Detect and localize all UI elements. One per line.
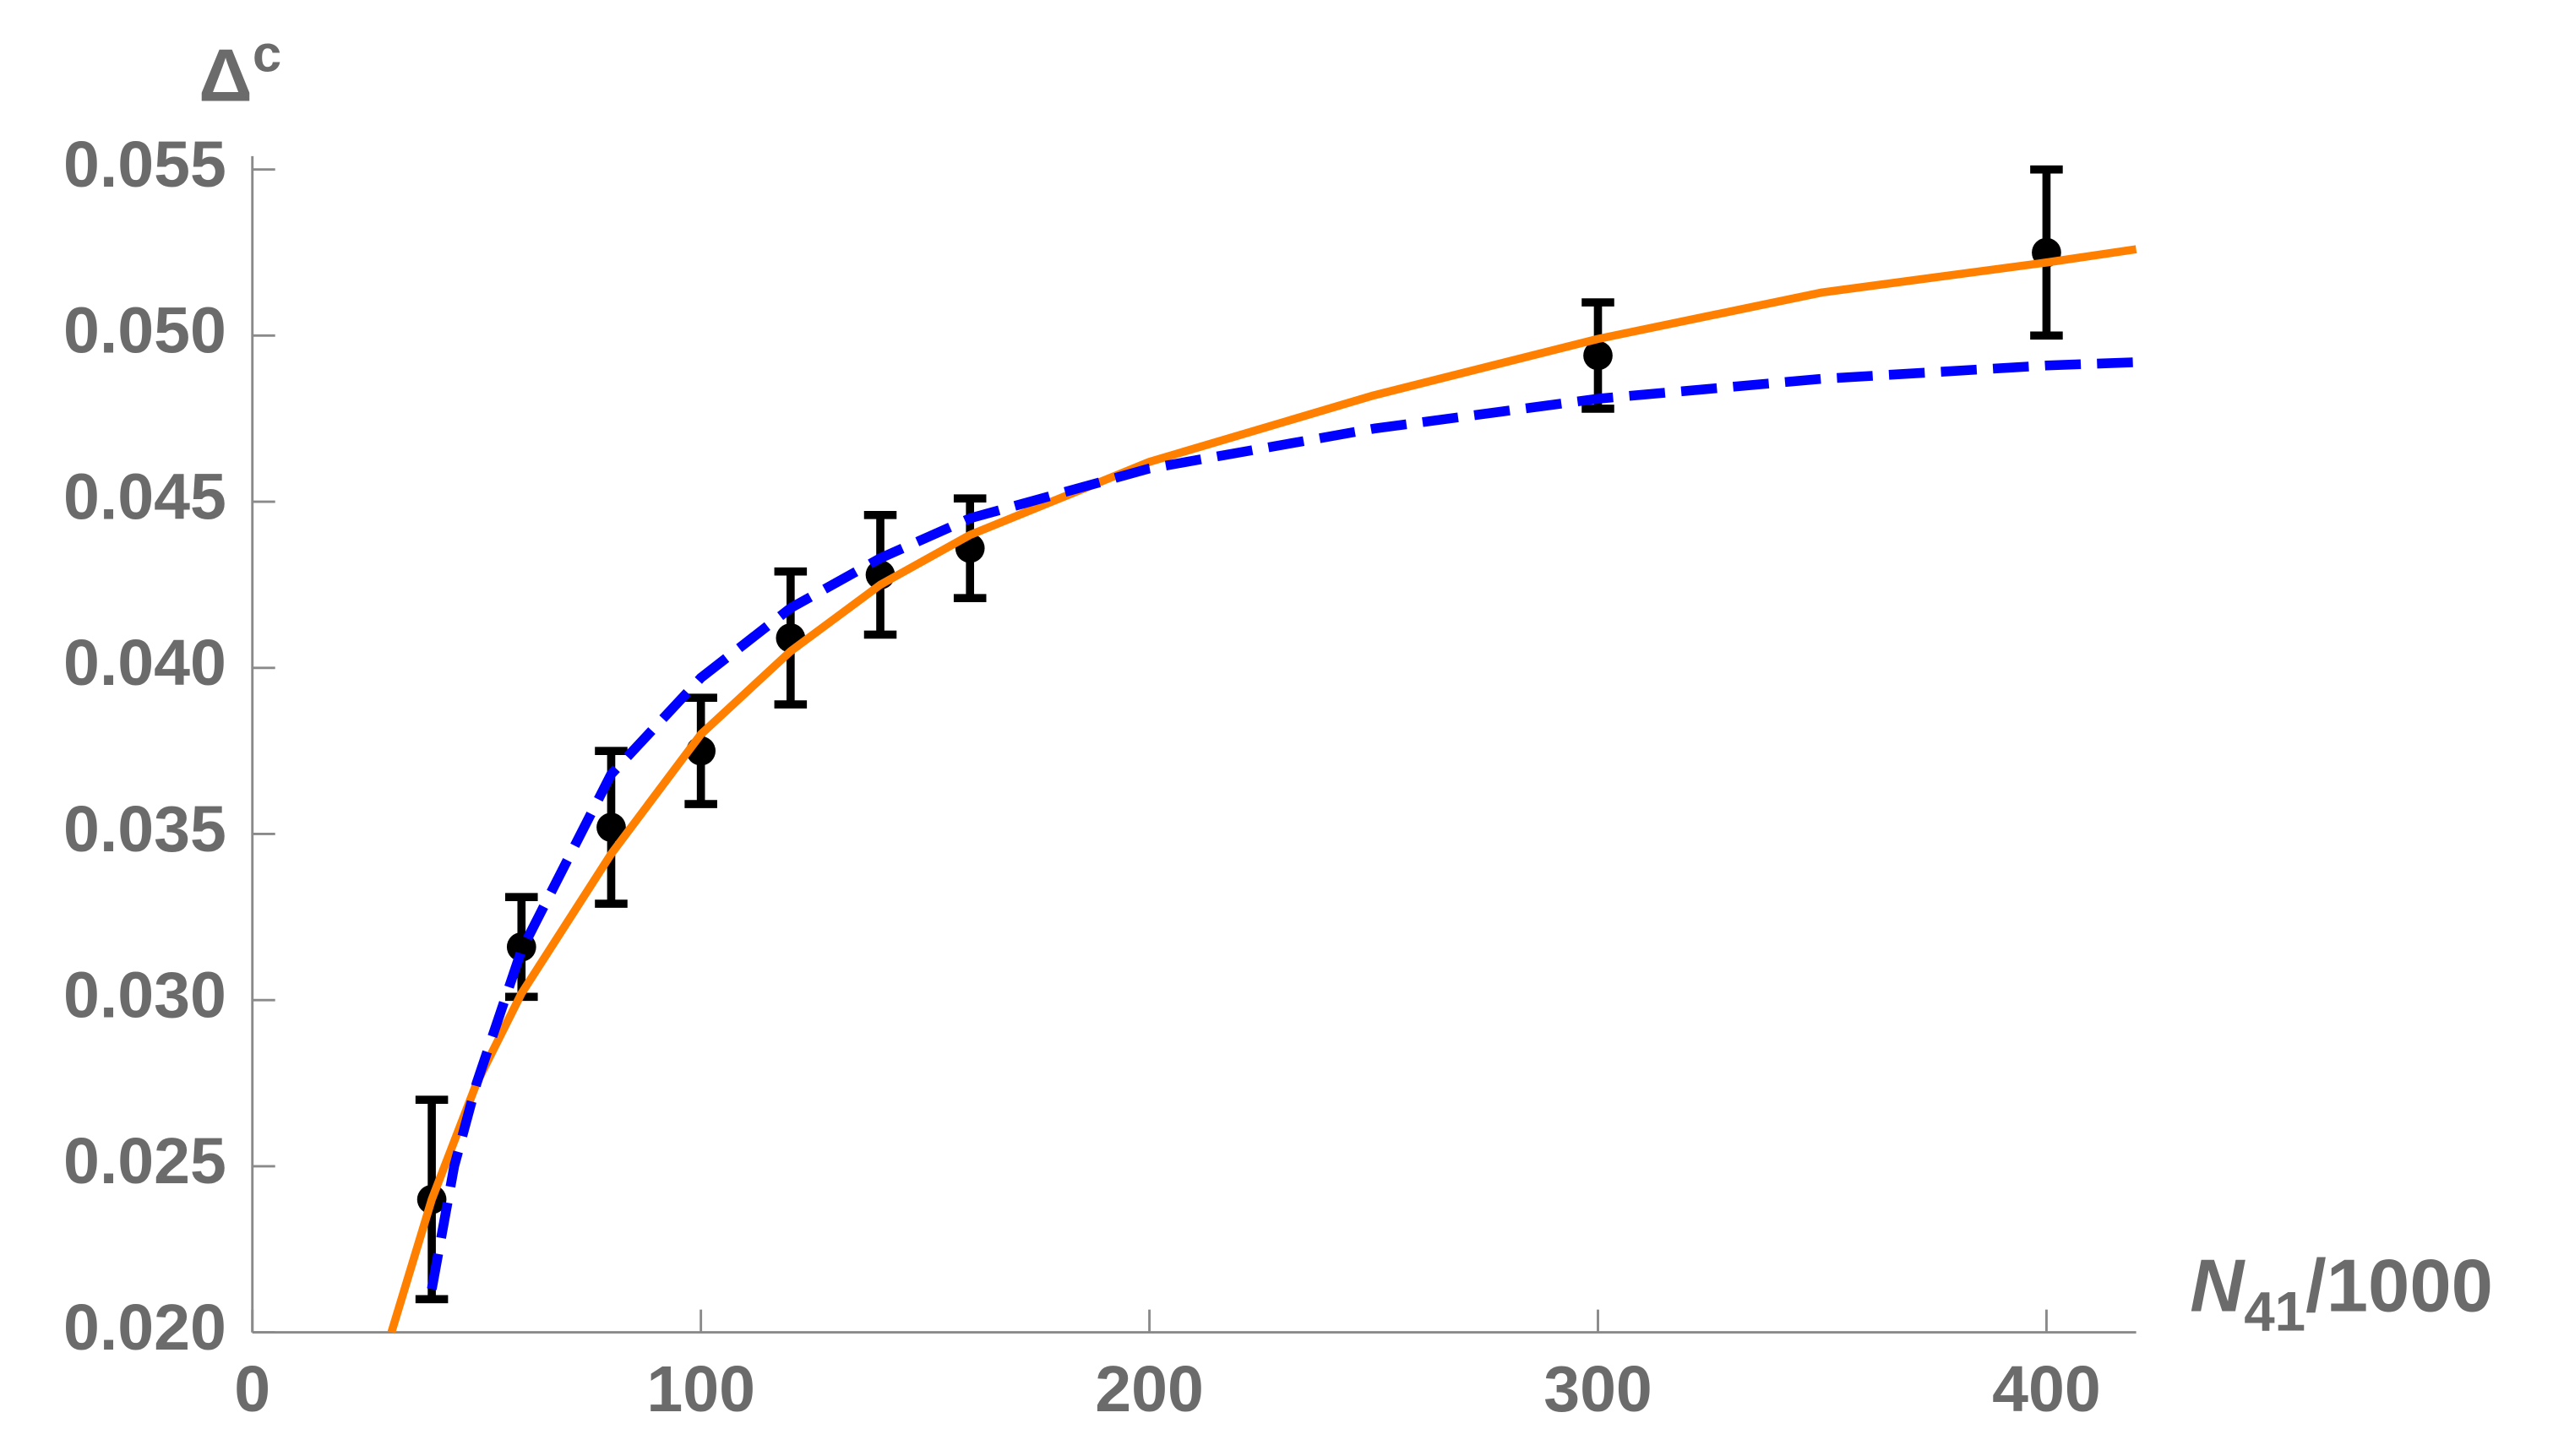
x-axis-label: N41/1000 bbox=[2190, 1244, 2493, 1343]
y-tick-label: 0.035 bbox=[63, 793, 226, 866]
data-point bbox=[506, 932, 536, 962]
x-tick-label: 200 bbox=[1095, 1353, 1204, 1426]
y-tick-label: 0.025 bbox=[63, 1125, 226, 1198]
x-tick-label: 100 bbox=[646, 1353, 755, 1426]
x-label-text: N bbox=[2190, 1244, 2245, 1328]
y-label-superscript: c bbox=[253, 25, 281, 84]
x-label-suffix: /1000 bbox=[2305, 1244, 2493, 1328]
y-tick-label: 0.055 bbox=[63, 128, 226, 201]
x-tick-label: 300 bbox=[1543, 1353, 1652, 1426]
fit-curve bbox=[387, 245, 2137, 1334]
y-label-text: Δ bbox=[199, 33, 253, 117]
data-point bbox=[596, 812, 626, 842]
y-axis-label: Δc bbox=[199, 25, 281, 117]
y-tick-label: 0.030 bbox=[63, 959, 226, 1032]
data-point bbox=[1583, 340, 1613, 371]
y-tick-label: 0.040 bbox=[63, 627, 226, 699]
x-tick-label: 0 bbox=[234, 1353, 270, 1426]
y-tick-label: 0.045 bbox=[63, 460, 226, 533]
fit-curve bbox=[427, 357, 2137, 1290]
y-tick-label: 0.020 bbox=[63, 1291, 226, 1364]
y-tick-label: 0.050 bbox=[63, 295, 226, 367]
x-tick-label: 400 bbox=[1992, 1353, 2101, 1426]
x-label-subscript: 41 bbox=[2244, 1281, 2305, 1343]
